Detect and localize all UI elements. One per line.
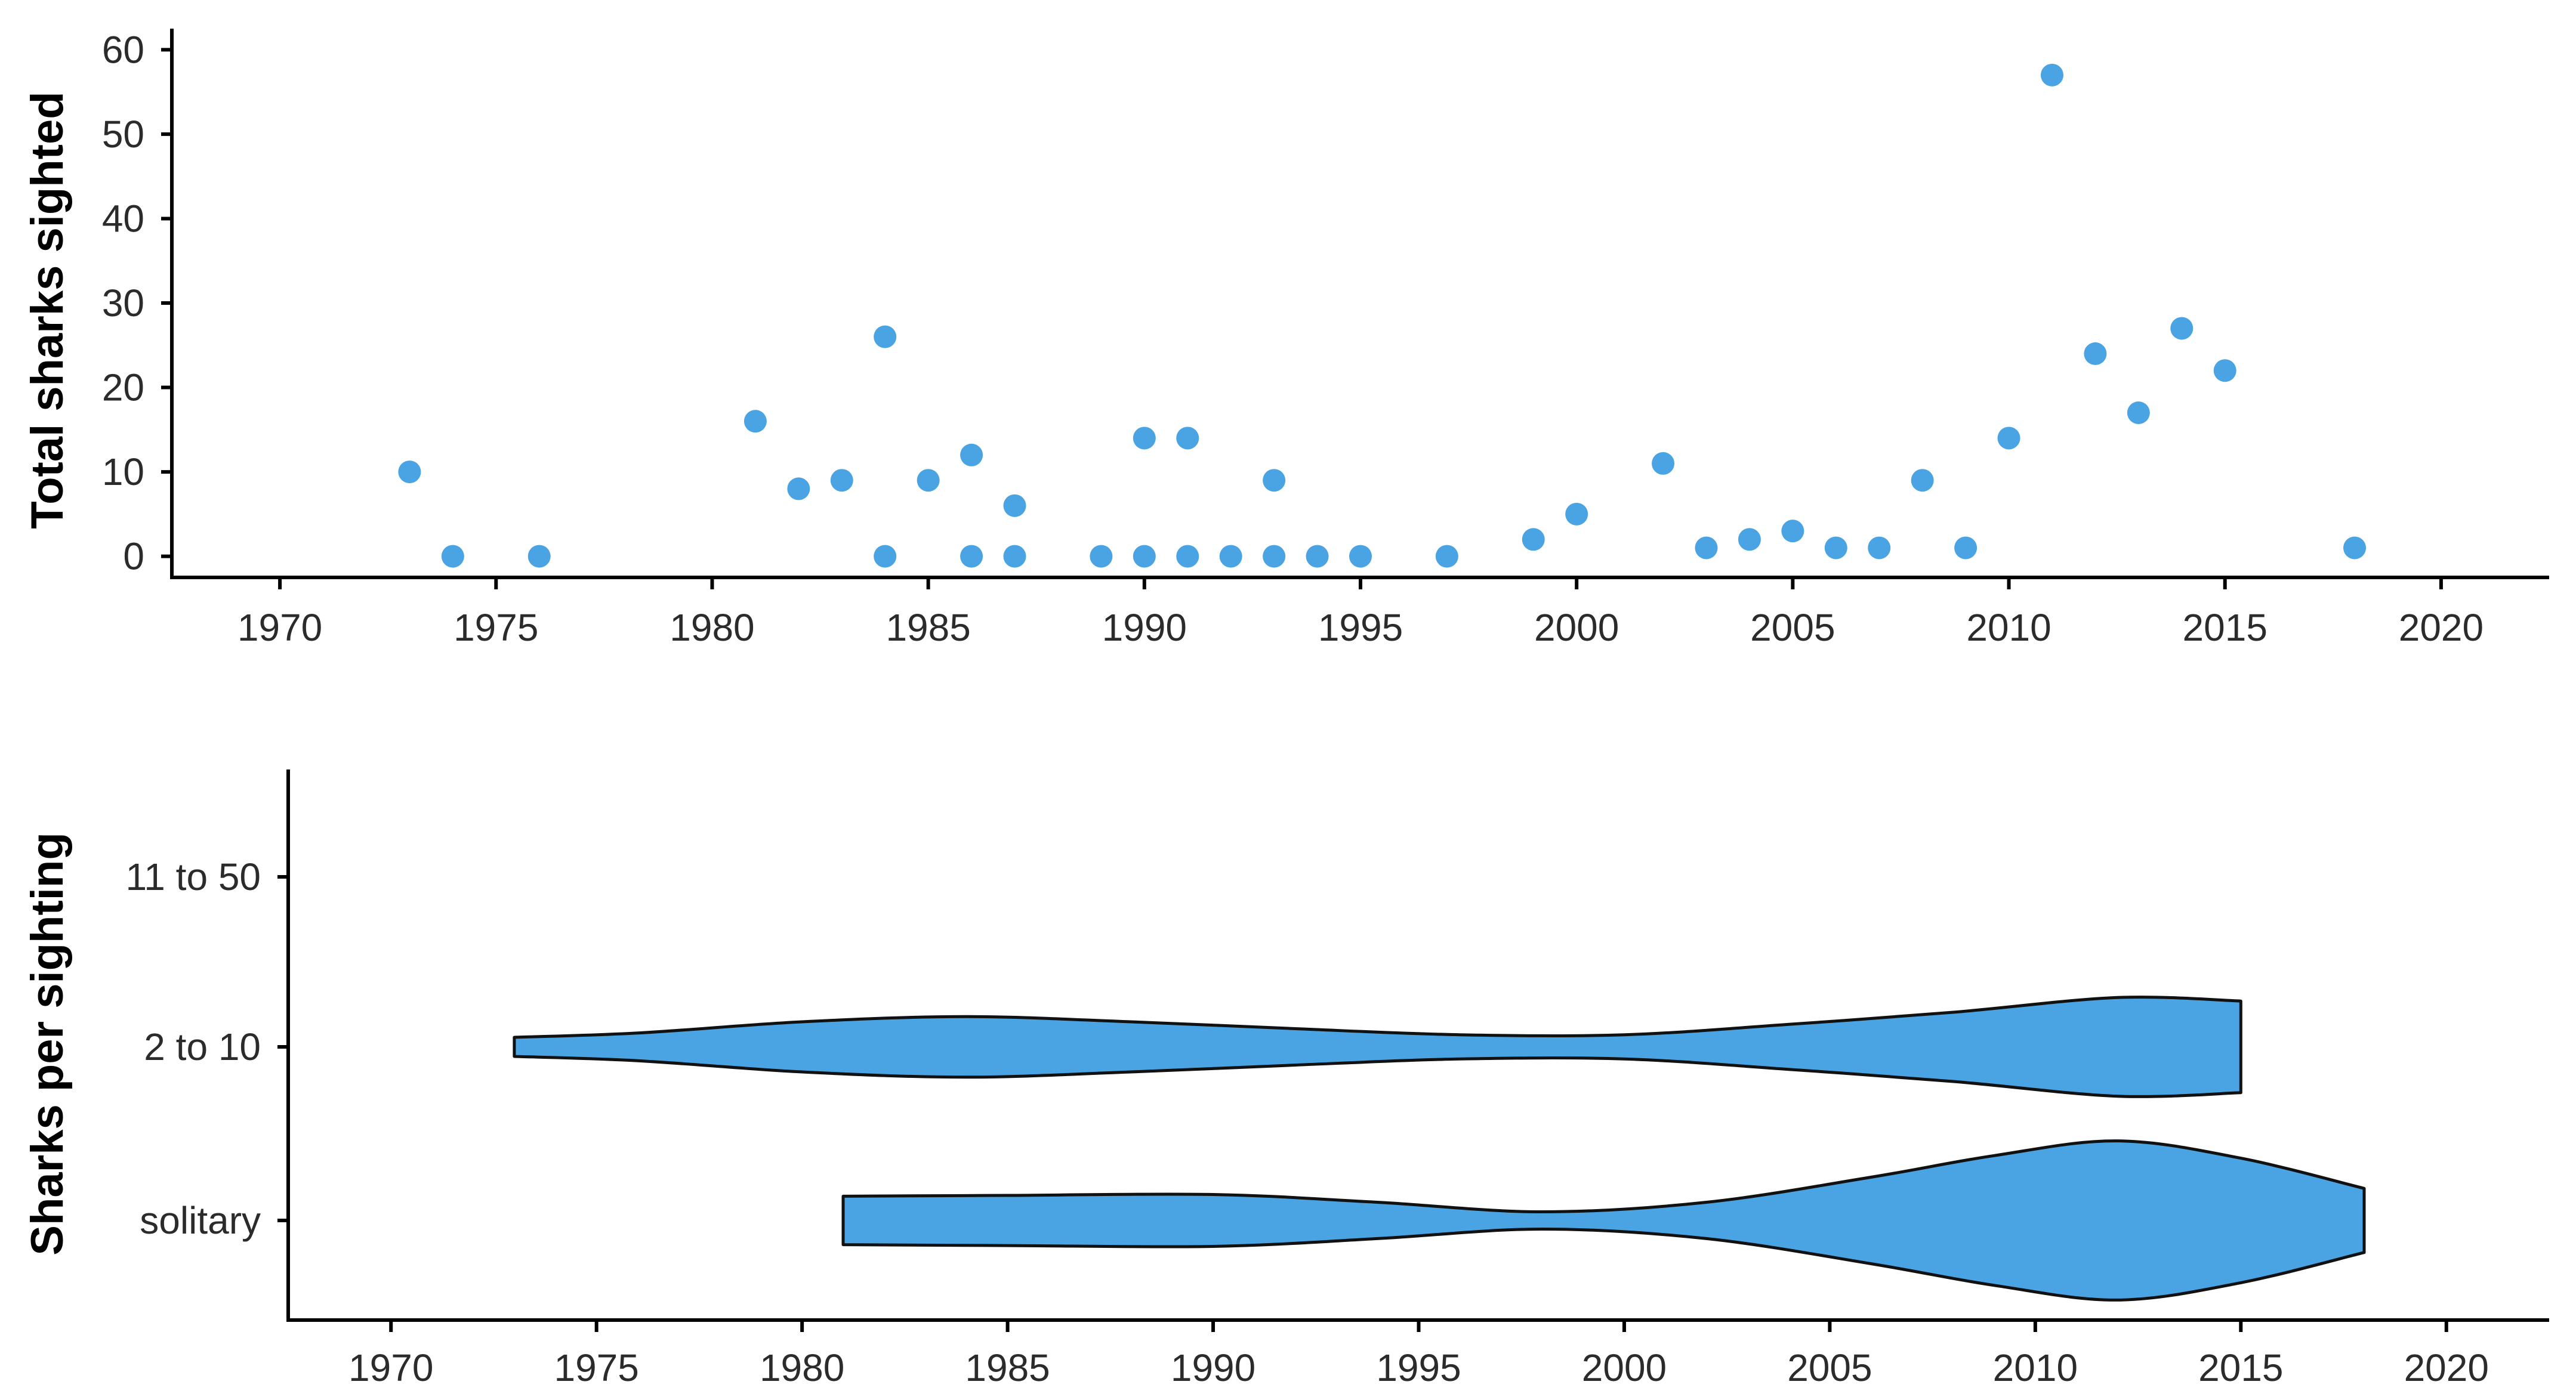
top-y-tick-label: 30: [102, 282, 144, 324]
bottom-x-tick-label: 1995: [1376, 1346, 1461, 1389]
bottom-x-tick-label: 2020: [2404, 1346, 2489, 1389]
top-x-ticks: 1970 1975 1980 1985 1990 1995 2000 2005 2010 2015…: [237, 577, 2484, 649]
scatter-point: [398, 461, 421, 484]
scatter-point: [1176, 545, 1199, 568]
bottom-x-tick-label: 1990: [1171, 1346, 1255, 1389]
violin-2-to-10: [513, 996, 2242, 1098]
scatter-point: [1652, 452, 1675, 475]
scatter-point: [1090, 545, 1113, 568]
top-x-tick-label: 1970: [237, 606, 322, 649]
bottom-y-axis-title: Sharks per sighting: [22, 832, 73, 1256]
scatter-point: [960, 443, 983, 466]
top-y-tick-label: 40: [102, 197, 144, 240]
scatter-point: [1003, 494, 1026, 517]
scatter-points: [398, 63, 2367, 568]
scatter-point: [2343, 536, 2367, 560]
scatter-point: [2040, 63, 2063, 86]
bottom-x-tick-label: 2015: [2198, 1346, 2283, 1389]
scatter-point: [1219, 545, 1242, 568]
top-y-tick-label: 50: [102, 113, 144, 156]
scatter-point: [917, 469, 940, 492]
top-x-tick-label: 2005: [1750, 606, 1835, 649]
scatter-point: [1263, 469, 1286, 492]
top-x-tick-label: 2000: [1534, 606, 1619, 649]
top-x-tick-label: 2015: [2183, 606, 2268, 649]
scatter-point: [1997, 427, 2020, 450]
top-x-tick-label: 1980: [670, 606, 754, 649]
scatter-point: [1695, 536, 1718, 560]
scatter-point: [1738, 528, 1761, 551]
scatter-point: [874, 325, 897, 348]
violin-panel: Sharks per sighting 11 to 50 2 to 10 solit…: [22, 769, 2549, 1389]
top-x-tick-label: 2010: [1966, 606, 2051, 649]
scatter-point: [1868, 536, 1891, 560]
scatter-point: [1003, 545, 1026, 568]
scatter-point: [1954, 536, 1977, 560]
scatter-point: [1565, 502, 1588, 526]
violins: [513, 996, 2366, 1302]
bottom-y-ticks: 11 to 50 2 to 10 solitary: [125, 855, 288, 1242]
top-y-tick-label: 10: [102, 450, 144, 493]
bottom-x-tick-label: 1975: [554, 1346, 638, 1389]
bottom-x-tick-label: 2010: [1993, 1346, 2078, 1389]
scatter-point: [1522, 528, 1545, 551]
top-y-axis-title: Total sharks sighted: [22, 91, 73, 529]
bottom-x-tick-label: 1970: [348, 1346, 433, 1389]
violin-solitary: [841, 1139, 2366, 1302]
scatter-point: [874, 545, 897, 568]
scatter-point: [1349, 545, 1372, 568]
top-y-ticks: 0 10 20 30 40 50 60: [102, 28, 172, 578]
scatter-point: [1263, 545, 1286, 568]
scatter-point: [1176, 427, 1199, 450]
bottom-x-tick-label: 1985: [965, 1346, 1050, 1389]
scatter-point: [744, 410, 767, 433]
top-x-tick-label: 1975: [454, 606, 538, 649]
top-y-tick-label: 20: [102, 366, 144, 409]
category-label: solitary: [140, 1199, 261, 1242]
bottom-x-tick-label: 1980: [760, 1346, 844, 1389]
top-x-tick-label: 1985: [886, 606, 970, 649]
bottom-x-tick-label: 2000: [1582, 1346, 1667, 1389]
top-y-tick-label: 0: [123, 535, 144, 578]
top-x-tick-label: 1995: [1318, 606, 1403, 649]
scatter-point: [2084, 342, 2107, 365]
scatter-point: [1306, 545, 1329, 568]
scatter-point: [2170, 317, 2194, 340]
bottom-x-tick-label: 2005: [1787, 1346, 1872, 1389]
scatter-point: [1781, 520, 1804, 543]
scatter-point: [1133, 427, 1156, 450]
top-x-tick-label: 1990: [1102, 606, 1187, 649]
scatter-point: [1133, 545, 1156, 568]
top-y-tick-label: 60: [102, 28, 144, 71]
category-label: 2 to 10: [144, 1025, 261, 1068]
scatter-point: [1435, 545, 1458, 568]
category-label: 11 to 50: [125, 855, 261, 898]
scatter-point: [441, 545, 464, 568]
scatter-point: [1824, 536, 1847, 560]
scatter-point: [787, 477, 810, 500]
scatter-point: [830, 469, 853, 492]
scatter-point: [1911, 469, 1934, 492]
bottom-x-ticks: 1970 1975 1980 1985 1990 1995 2000 2005 2010 2015…: [348, 1320, 2489, 1389]
scatter-point: [2127, 401, 2150, 424]
top-x-tick-label: 2020: [2399, 606, 2484, 649]
scatter-point: [2213, 359, 2236, 382]
scatter-point: [527, 545, 551, 568]
scatter-point: [960, 545, 983, 568]
